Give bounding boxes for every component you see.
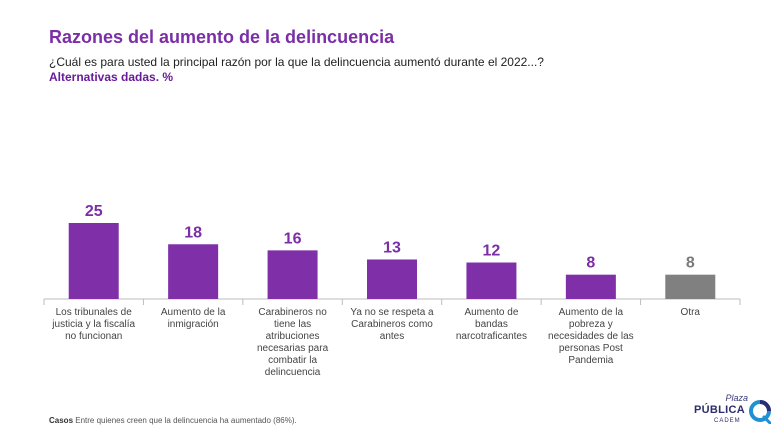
bar [168,244,219,299]
chart-title: Razones del aumento de la delincuencia [49,27,395,47]
bar [466,262,517,299]
plaza-publica-logo: Plaza PÚBLICA CADEM [694,393,774,429]
logo-line-1: Plaza [725,393,748,403]
bar-value-label: 8 [586,255,595,272]
bar-value-label: 25 [85,203,103,220]
footer-text: Entre quienes creen que la delincuencia … [75,416,297,425]
logo-line-2: PÚBLICA [694,404,745,416]
bar [68,223,119,299]
category-label: Aumento de bandas narcotraficantes [456,307,527,342]
bar-value-label: 8 [686,255,695,272]
bar [367,259,417,299]
logo-icon [749,400,771,424]
bar-value-label: 18 [184,224,202,241]
bar [565,274,616,299]
chart-note: Alternativas dadas. % [49,70,174,84]
bar [267,250,318,299]
bar-value-label: 16 [284,230,302,247]
category-label: Aumento de la pobreza y necesidades de las… [548,307,634,366]
category-label: Ya no se respeta a Carabineros como antes [350,307,434,342]
chart-question: ¿Cuál es para usted la principal razón p… [49,55,544,69]
category-label: Los tribunales de justicia y la fiscalía n… [51,307,135,342]
logo-line-3: CADEM [714,418,741,424]
category-label: Otra [681,307,701,318]
bar [665,274,716,299]
category-label: Aumento de la inmigración [161,307,226,330]
footer-note: Casos Entre quienes creen que la delincu… [49,416,297,425]
bar-value-label: 12 [483,243,501,260]
bar-value-label: 13 [383,239,401,256]
footer-label: Casos [49,416,74,425]
category-label: Carabineros no tiene las atribuciones neces… [257,307,329,378]
